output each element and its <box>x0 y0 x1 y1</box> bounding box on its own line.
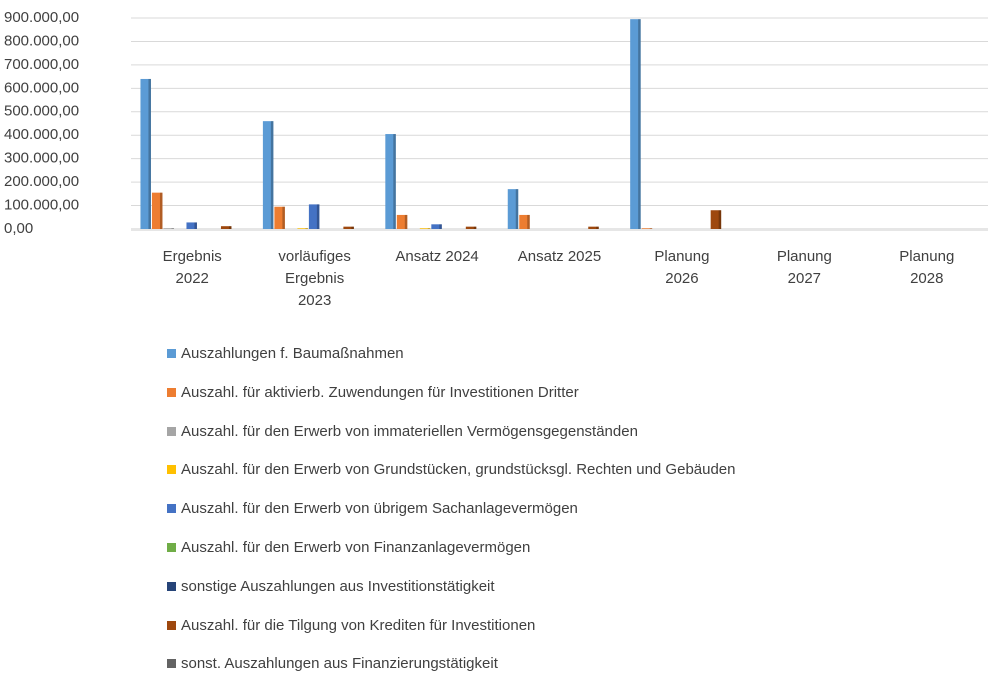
bar <box>519 214 530 229</box>
bar <box>163 228 174 229</box>
y-tick-label: 900.000,00 <box>4 9 79 26</box>
x-tick-label: Planung 2028 <box>899 248 955 287</box>
bar <box>343 226 354 229</box>
legend-label: Auszahl. für aktivierb. Zuwendungen für … <box>181 383 579 401</box>
legend-label: Auszahl. für den Erwerb von immaterielle… <box>181 422 638 440</box>
bar <box>262 121 274 229</box>
legend-entry: Auszahl. für den Erwerb von immaterielle… <box>167 423 638 440</box>
y-tick-label: 100.000,00 <box>4 197 79 214</box>
legend-entry: Auszahl. für den Erwerb von Finanzanlage… <box>167 539 530 556</box>
x-tick-label: Planung 2027 <box>776 248 832 287</box>
bar-side <box>473 226 477 229</box>
bar <box>630 19 641 229</box>
bar <box>220 226 232 229</box>
y-tick-label: 500.000,00 <box>4 103 79 120</box>
bar-side <box>159 192 163 229</box>
legend-swatch <box>167 387 176 397</box>
bar-side <box>228 226 232 229</box>
legend-entry: Auszahlungen f. Baumaßnahmen <box>167 345 404 362</box>
bar-side <box>194 222 197 229</box>
legend-swatch <box>167 659 176 669</box>
y-tick-label: 0,00 <box>4 220 33 237</box>
y-tick-label: 700.000,00 <box>4 56 79 73</box>
x-tick-label: vorläufiges Ergebnis 2023 <box>278 248 351 309</box>
bar <box>419 228 431 229</box>
bar-side <box>527 214 530 229</box>
bar-side <box>282 206 285 229</box>
bar-side <box>393 134 396 229</box>
legend-swatch <box>167 504 176 514</box>
bar-side <box>316 204 320 229</box>
legend-entry: Auszahl. für den Erwerb von übrigem Sach… <box>167 500 578 517</box>
legend-entry: Auszahl. für aktivierb. Zuwendungen für … <box>167 384 579 401</box>
legend-entry: Auszahl. für den Erwerb von Grundstücken… <box>167 461 736 478</box>
y-tick-label: 600.000,00 <box>4 79 79 96</box>
bar <box>385 134 396 229</box>
legend-swatch <box>167 465 176 475</box>
legend-swatch <box>167 620 176 630</box>
y-tick-label: 400.000,00 <box>4 126 79 143</box>
bar <box>431 224 442 229</box>
legend-label: Auszahl. für den Erwerb von Finanzanlage… <box>181 539 531 556</box>
bar <box>186 222 197 229</box>
bar <box>297 228 308 229</box>
bar-side <box>404 214 408 229</box>
bar <box>641 228 653 229</box>
legend-swatch <box>167 581 176 591</box>
legend-label: Auszahlungen f. Baumaßnahmen <box>181 345 404 362</box>
legend-entry: sonst. Auszahlungen aus Finanzierungstät… <box>167 655 498 672</box>
bar-side <box>718 210 722 229</box>
legend-swatch <box>167 543 176 552</box>
bar <box>588 226 599 229</box>
bar-side <box>596 226 599 229</box>
bar-side <box>305 228 308 229</box>
legend-label: sonst. Auszahlungen aus Finanzierungstät… <box>181 655 498 673</box>
bar-side <box>351 226 354 229</box>
legend-label: Auszahl. für die Tilgung von Krediten fü… <box>181 616 536 634</box>
bar-side <box>649 228 653 229</box>
bar <box>710 210 722 229</box>
x-tick-label: Ergebnis 2022 <box>162 248 222 287</box>
bar-side <box>427 228 431 229</box>
y-tick-label: 300.000,00 <box>4 150 79 167</box>
bar <box>396 214 408 229</box>
floor <box>131 228 988 231</box>
bar <box>465 226 477 229</box>
bar-side <box>439 224 442 229</box>
legend-swatch <box>167 349 176 358</box>
legend-entry: Auszahl. für die Tilgung von Krediten fü… <box>167 617 535 634</box>
x-tick-label: Ansatz 2024 <box>395 248 479 265</box>
bar-side <box>270 121 274 229</box>
bar-side <box>148 78 151 229</box>
y-tick-label: 200.000,00 <box>4 173 79 190</box>
bar <box>151 192 163 229</box>
legend-label: Auszahl. für den Erwerb von übrigem Sach… <box>181 500 578 518</box>
legend-label: Auszahl. für den Erwerb von Grundstücken… <box>181 461 736 479</box>
bar <box>308 204 320 229</box>
bar-side <box>515 189 519 229</box>
legend-entry: sonstige Auszahlungen aus Investitionstä… <box>167 578 495 595</box>
bar <box>507 189 519 229</box>
x-tick-label: Planung 2026 <box>654 248 710 287</box>
bar <box>274 206 285 229</box>
bar-side <box>171 228 174 229</box>
legend-label: sonstige Auszahlungen aus Investitionstä… <box>181 577 495 595</box>
legend-swatch <box>167 426 176 436</box>
x-tick-label: Ansatz 2025 <box>517 248 602 265</box>
bar <box>140 78 151 229</box>
y-tick-label: 800.000,00 <box>4 32 79 49</box>
bar-side <box>638 19 641 229</box>
